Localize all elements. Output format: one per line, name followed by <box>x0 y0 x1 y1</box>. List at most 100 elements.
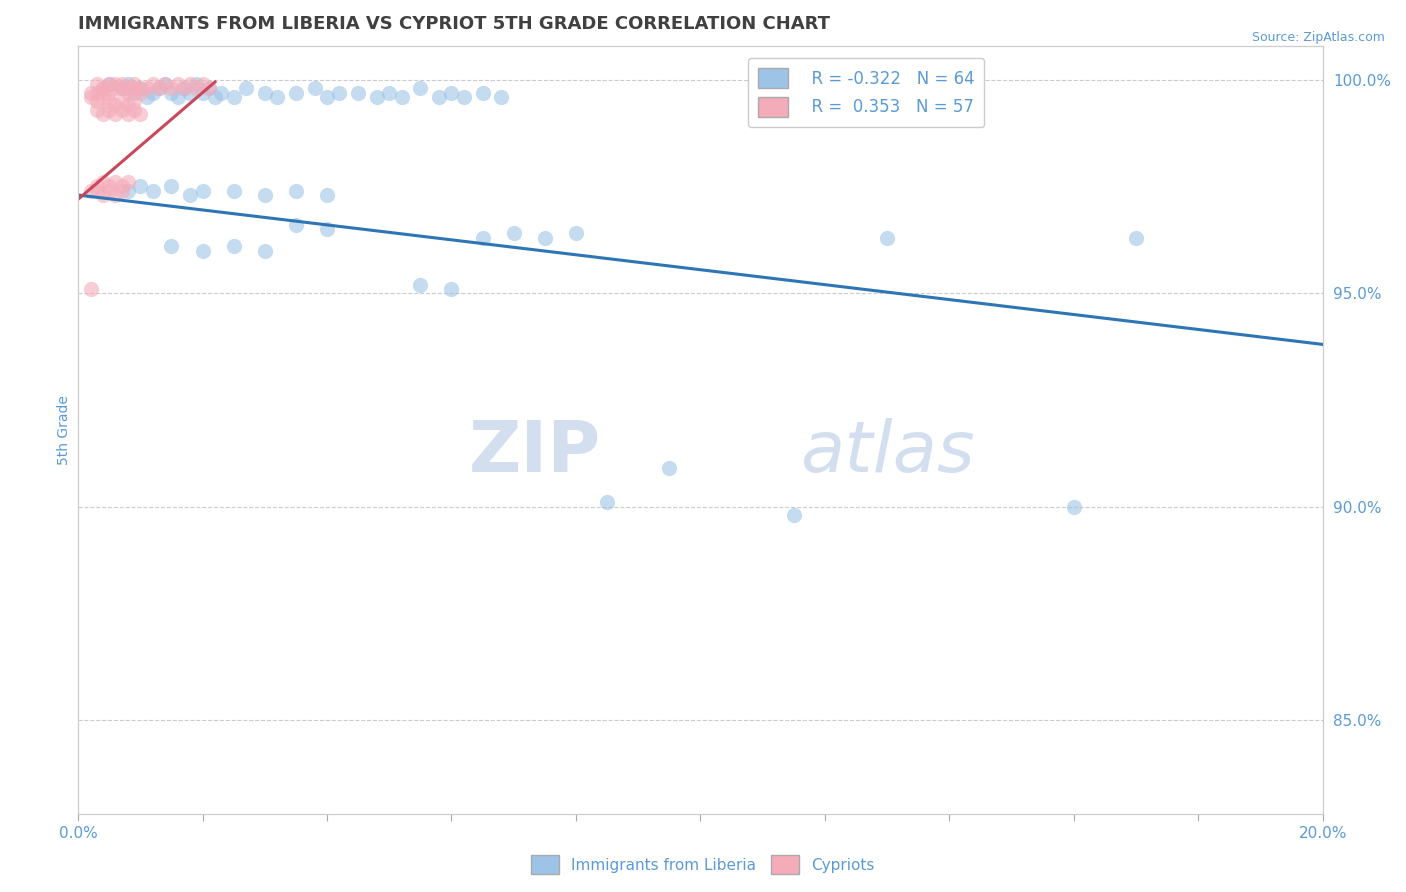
Point <box>186 77 208 91</box>
Point <box>129 81 152 95</box>
Point <box>409 81 432 95</box>
Point <box>91 81 114 95</box>
Point <box>86 86 108 100</box>
Point <box>596 495 619 509</box>
Point <box>117 107 139 121</box>
Point <box>222 184 245 198</box>
Point <box>117 175 139 189</box>
Point <box>160 179 183 194</box>
Legend: Immigrants from Liberia, Cypriots: Immigrants from Liberia, Cypriots <box>526 849 880 880</box>
Point <box>117 98 139 112</box>
Point <box>111 81 134 95</box>
Point <box>502 227 524 241</box>
Point <box>471 86 494 100</box>
Point <box>142 86 165 100</box>
Point <box>122 86 145 100</box>
Point <box>98 86 121 100</box>
Point <box>471 230 494 244</box>
Point <box>111 103 134 117</box>
Point <box>284 218 307 232</box>
Point <box>222 90 245 104</box>
Point <box>427 90 450 104</box>
Point <box>173 81 195 95</box>
Point <box>91 90 114 104</box>
Point <box>79 86 101 100</box>
Point <box>104 175 127 189</box>
Text: ZIP: ZIP <box>468 418 600 487</box>
Point <box>316 90 339 104</box>
Point <box>129 179 152 194</box>
Point <box>122 103 145 117</box>
Point <box>284 86 307 100</box>
Text: atlas: atlas <box>800 418 974 487</box>
Point <box>179 86 201 100</box>
Point <box>186 81 208 95</box>
Point <box>86 184 108 198</box>
Point <box>155 77 177 91</box>
Point <box>160 81 183 95</box>
Text: Source: ZipAtlas.com: Source: ZipAtlas.com <box>1251 31 1385 45</box>
Point <box>111 94 134 108</box>
Point <box>440 86 463 100</box>
Point <box>179 188 201 202</box>
Point <box>191 244 214 258</box>
Point <box>129 86 152 100</box>
Point <box>111 179 134 194</box>
Point <box>409 277 432 292</box>
Point <box>658 461 681 475</box>
Point <box>160 239 183 253</box>
Text: IMMIGRANTS FROM LIBERIA VS CYPRIOT 5TH GRADE CORRELATION CHART: IMMIGRANTS FROM LIBERIA VS CYPRIOT 5TH G… <box>79 15 830 33</box>
Legend:   R = -0.322   N = 64,   R =  0.353   N = 57: R = -0.322 N = 64, R = 0.353 N = 57 <box>748 58 984 127</box>
Point <box>98 103 121 117</box>
Point <box>79 90 101 104</box>
Point <box>98 94 121 108</box>
Point <box>304 81 326 95</box>
Point <box>98 184 121 198</box>
Point <box>155 77 177 91</box>
Point <box>316 222 339 236</box>
Point <box>122 94 145 108</box>
Point <box>122 81 145 95</box>
Point <box>98 77 121 91</box>
Point <box>98 77 121 91</box>
Point <box>173 81 195 95</box>
Point <box>191 184 214 198</box>
Point <box>347 86 370 100</box>
Point <box>129 81 152 95</box>
Point <box>204 90 226 104</box>
Point <box>91 81 114 95</box>
Point <box>104 98 127 112</box>
Point <box>166 90 188 104</box>
Point <box>135 81 157 95</box>
Point <box>266 90 288 104</box>
Point <box>166 77 188 91</box>
Point <box>235 81 257 95</box>
Point <box>1063 500 1085 514</box>
Point <box>253 86 276 100</box>
Point <box>117 81 139 95</box>
Point <box>179 77 201 91</box>
Point <box>1125 230 1147 244</box>
Point <box>209 86 232 100</box>
Point <box>148 81 170 95</box>
Point <box>86 179 108 194</box>
Point <box>91 175 114 189</box>
Point <box>111 81 134 95</box>
Point <box>533 230 555 244</box>
Point <box>160 86 183 100</box>
Point <box>565 227 588 241</box>
Point <box>104 188 127 202</box>
Point <box>222 239 245 253</box>
Point <box>79 282 101 296</box>
Point <box>111 77 134 91</box>
Point <box>117 86 139 100</box>
Point <box>148 81 170 95</box>
Point <box>253 188 276 202</box>
Point <box>453 90 475 104</box>
Point <box>328 86 350 100</box>
Point <box>91 188 114 202</box>
Point <box>79 184 101 198</box>
Point <box>104 81 127 95</box>
Point <box>378 86 401 100</box>
Point <box>104 77 127 91</box>
